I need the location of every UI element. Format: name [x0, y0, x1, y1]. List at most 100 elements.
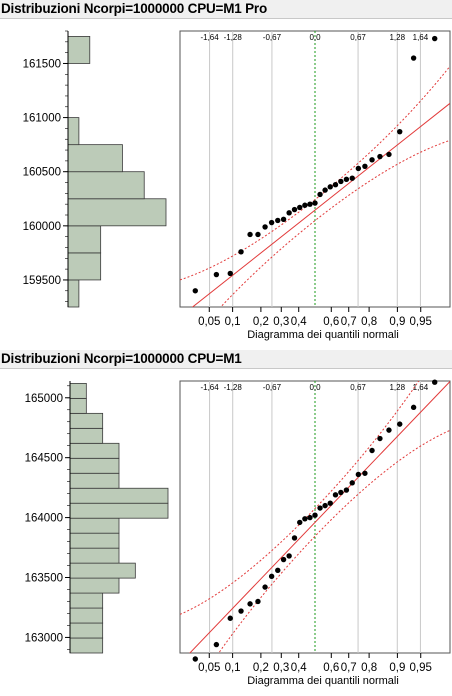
prob-tick-label: 0,7 [341, 662, 357, 674]
distribution-chart-m1: 163000 163500 164000 164500 165000 -1,64 -1,28… [25, 379, 451, 687]
histogram-bar [69, 517, 120, 534]
data-point [369, 157, 375, 163]
chart-panel-m1: Distribuzioni Ncorpi=1000000 CPU=M1 1630… [0, 350, 452, 696]
prob-tick-label: 0,1 [225, 316, 241, 328]
data-point [432, 379, 438, 385]
data-point [343, 176, 350, 182]
data-point [369, 447, 375, 454]
y-tick-label: 164000 [25, 513, 63, 525]
z-tick-label: 0,0 [309, 33, 321, 42]
z-tick-label: -1,28 [224, 33, 243, 42]
data-point [192, 288, 198, 294]
prob-tick-label: 0,05 [198, 662, 220, 674]
data-point [268, 573, 275, 580]
data-point [386, 151, 392, 158]
panel-title-m1-pro: Distribuzioni Ncorpi=1000000 CPU=M1 Pro [1, 1, 268, 16]
histogram-bar [69, 607, 104, 624]
data-point [349, 480, 355, 486]
data-point [410, 55, 417, 61]
data-point [302, 516, 308, 522]
panel-header-m1-pro[interactable]: Distribuzioni Ncorpi=1000000 CPU=M1 Pro [0, 0, 452, 19]
y-tick-label: 164500 [25, 453, 63, 465]
data-point [397, 421, 403, 427]
fit-line [189, 381, 450, 653]
histogram-bar [69, 427, 104, 444]
data-point [275, 567, 281, 574]
y-tick-label: 165000 [25, 393, 63, 405]
histogram-bar [69, 502, 169, 519]
histogram-bar [67, 36, 91, 64]
x-axis-title: Diagramma dei quantili normali [247, 329, 399, 341]
data-point [307, 201, 313, 207]
prob-tick-label: 0,95 [410, 316, 432, 328]
z-tick-label: -0,67 [263, 33, 282, 42]
panel-header-m1[interactable]: Distribuzioni Ncorpi=1000000 CPU=M1 [0, 350, 452, 369]
data-point [410, 404, 417, 411]
chart-panel-m1-pro: Distribuzioni Ncorpi=1000000 CPU=M1 Pro … [0, 0, 452, 341]
histogram-bar [69, 412, 104, 429]
x-axis-title: Diagramma dei quantili normali [247, 675, 399, 687]
data-point [280, 556, 287, 563]
data-point [291, 535, 298, 541]
fit-line [191, 102, 450, 307]
histogram-bar [67, 171, 145, 200]
data-point [286, 553, 292, 559]
data-point [338, 178, 344, 185]
data-point [362, 470, 368, 476]
prob-tick-label: 0,95 [410, 662, 432, 674]
data-point [322, 502, 328, 509]
y-tick-label: 163500 [25, 573, 63, 585]
data-point [262, 584, 268, 590]
data-point [268, 219, 275, 226]
data-point [432, 35, 438, 42]
y-tick-label: 160000 [23, 221, 61, 233]
histogram-bar [69, 532, 120, 549]
data-point [213, 271, 220, 278]
prob-tick-label: 0,05 [198, 316, 220, 328]
data-point [262, 224, 268, 230]
prob-tick-label: 0,8 [361, 662, 377, 674]
panel-title-m1: Distribuzioni Ncorpi=1000000 CPU=M1 [1, 351, 242, 366]
histogram-bar [69, 637, 104, 654]
qq-plot-content [180, 381, 450, 653]
data-point [338, 489, 344, 496]
histogram-bar [69, 472, 120, 489]
qq-plot-content [180, 65, 450, 307]
prob-tick-label: 0,9 [389, 316, 405, 328]
z-tick-label: -1,64 [200, 33, 219, 42]
data-point [312, 200, 318, 206]
data-point [317, 191, 323, 198]
histogram-bar [69, 382, 87, 399]
data-point [377, 435, 383, 442]
data-point [302, 202, 308, 208]
z-tick-label: -1,64 [200, 383, 219, 392]
z-tick-label: 0,67 [350, 33, 366, 42]
prob-tick-label: 0,6 [323, 316, 339, 328]
distribution-chart-m1-pro: 159500 160000 160500 161000 161500 -1,64 -1,28… [23, 30, 451, 341]
data-point [255, 598, 261, 605]
data-point [349, 175, 355, 181]
histogram-bar [69, 562, 136, 579]
data-point [192, 656, 198, 662]
conf-band-upper [180, 65, 450, 281]
histogram-bar [69, 457, 120, 474]
data-point [327, 500, 333, 506]
prob-tick-label: 0,1 [225, 662, 241, 674]
data-point [247, 231, 253, 238]
data-point [343, 487, 350, 493]
conf-band-lower [218, 429, 450, 653]
z-tick-label: 0,0 [309, 383, 321, 392]
y-tick-label: 163000 [25, 632, 63, 644]
data-point [362, 163, 368, 169]
prob-tick-label: 0,4 [291, 316, 308, 328]
histogram-bar [67, 198, 167, 227]
conf-band-upper [180, 381, 420, 615]
data-point [280, 216, 287, 223]
data-point [255, 231, 261, 238]
data-point [297, 519, 303, 526]
data-point [332, 492, 339, 498]
histogram-bar [67, 144, 123, 173]
histogram-bar [69, 397, 87, 414]
data-point [397, 128, 403, 135]
z-tick-label: -0,67 [263, 383, 282, 392]
